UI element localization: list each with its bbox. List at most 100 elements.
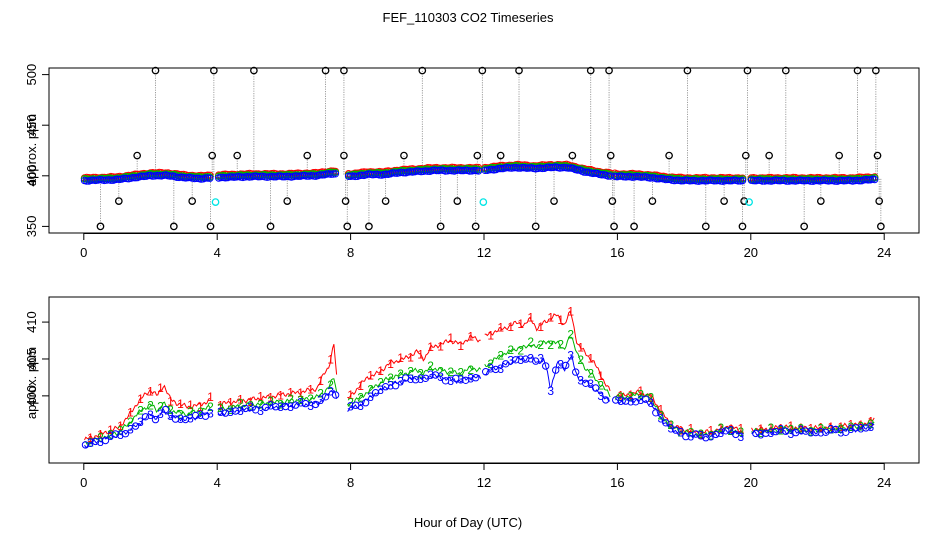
top-flag-point [550, 197, 558, 205]
bottom-series-3-label: 3 [537, 352, 544, 366]
bottom-plot-frame [48, 296, 920, 464]
bottom-series-3-point [682, 432, 690, 441]
bottom-series-3-label: 3 [797, 423, 804, 437]
bottom-series-2-label: 2 [377, 376, 384, 390]
bottom-series-1-label: 1 [167, 394, 174, 408]
bottom-series-3-label: 3 [267, 399, 274, 413]
bottom-series-3-point [732, 430, 740, 439]
bottom-series-3-label: 3 [868, 420, 875, 434]
top-xtick-label: 24 [877, 245, 891, 260]
top-ylabel: approx. ppm [24, 114, 39, 186]
bottom-series-3-point [391, 382, 400, 390]
bottom-series-3-label: 3 [327, 385, 334, 399]
bottom-series-3-point [261, 403, 270, 412]
bottom-xtick-label: 16 [610, 475, 624, 490]
bottom-series-3-point [141, 413, 150, 421]
bottom-series-3-point [752, 429, 760, 438]
top-flag-point [210, 66, 218, 75]
bottom-series-1-label: 1 [277, 388, 284, 402]
top-series-3-point [331, 170, 340, 178]
bottom-series-1-label: 1 [217, 399, 224, 413]
bottom-series-2-label: 2 [537, 338, 544, 352]
bottom-series-2-label: 2 [577, 353, 584, 367]
bottom-series-2-label: 2 [387, 371, 394, 385]
bottom-series-3-label: 3 [737, 430, 744, 444]
top-series-3-point [734, 177, 742, 185]
bottom-series-3-label: 3 [717, 426, 724, 440]
bottom-series-2-label: 2 [868, 417, 875, 431]
bottom-series-3-label: 3 [317, 393, 324, 407]
top-flag-point [872, 66, 880, 75]
bottom-xtick-label: 20 [744, 475, 758, 490]
bottom-series-3-point [842, 428, 850, 436]
bottom-series-3-point [111, 430, 120, 438]
bottom-series-2-label: 2 [297, 393, 304, 407]
bottom-series-1-label: 1 [207, 390, 214, 404]
bottom-series-1-label: 1 [487, 328, 494, 342]
top-flag-point [738, 222, 747, 231]
bottom-series-2-label: 2 [587, 367, 594, 381]
bottom-series-2-label: 2 [487, 357, 494, 371]
bottom-series-2-label: 2 [167, 403, 174, 417]
bottom-series-1-label: 1 [507, 320, 514, 334]
top-flag-point [835, 151, 844, 160]
bottom-series-1-label: 1 [597, 369, 604, 383]
bottom-series-3-label: 3 [217, 405, 224, 419]
bottom-series-3-point [191, 411, 200, 420]
bottom-series-1-label: 1 [868, 414, 875, 428]
bottom-series-3-point [772, 427, 780, 436]
bottom-series-3-point [692, 430, 700, 438]
bottom-series-1-label: 1 [157, 381, 164, 395]
bottom-series-1-label: 1 [87, 431, 94, 445]
bottom-series-3-point [411, 376, 420, 384]
top-calibration-point [211, 198, 220, 206]
bottom-series-3-label: 3 [527, 352, 534, 366]
top-flag-point [683, 66, 692, 75]
bottom-series-3-label: 3 [247, 400, 254, 414]
bottom-series-2-label: 2 [527, 335, 534, 349]
bottom-series-2-label: 2 [567, 328, 574, 342]
top-ytick-label: 450 [24, 114, 39, 136]
bottom-series-3-point [181, 415, 190, 424]
bottom-series-2-label: 2 [247, 399, 254, 413]
top-flag-point [206, 222, 215, 231]
top-flag-point [873, 151, 882, 160]
bottom-series-3-label: 3 [297, 395, 304, 409]
bottom-series-2-label: 2 [407, 365, 414, 379]
bottom-ylabel: approx. ppm [24, 347, 39, 419]
bottom-series-2-label: 2 [137, 404, 144, 418]
bottom-series-3-label: 3 [557, 358, 564, 372]
bottom-series-3-label: 3 [127, 422, 134, 436]
bottom-series-1-label: 1 [677, 424, 684, 438]
bottom-series-1-label: 1 [757, 422, 764, 436]
bottom-series-1-label: 1 [467, 329, 474, 343]
top-flag-point [568, 151, 577, 160]
bottom-series-3-point [331, 391, 340, 399]
bottom-series-1-label: 1 [587, 352, 594, 366]
bottom-series-3-label: 3 [847, 422, 854, 436]
bottom-series-3-point [472, 374, 480, 382]
bottom-series-3-label: 3 [397, 375, 404, 389]
bottom-series-3-label: 3 [677, 426, 684, 440]
bottom-ytick-label: 405 [24, 348, 39, 370]
top-flag-point [586, 66, 595, 75]
bottom-series-3-label: 3 [87, 436, 94, 450]
bottom-series-3-point [251, 406, 260, 414]
bottom-series-1-label: 1 [107, 423, 114, 437]
top-guides [100, 70, 882, 227]
top-xtick-label: 0 [80, 245, 87, 260]
bottom-series-1-label: 1 [497, 320, 504, 334]
bottom-series-1-label: 1 [377, 364, 384, 378]
top-flag-point [741, 151, 750, 160]
bottom-series-3-point [241, 404, 250, 413]
bottom-series-2-label: 2 [627, 390, 634, 404]
bottom-series-2-label: 2 [357, 391, 364, 405]
top-calibration-point [479, 198, 488, 206]
chart-title: FEF_110303 CO2 Timeseries [383, 10, 554, 25]
bottom-series-3-point [291, 401, 300, 409]
top-flag-point [875, 197, 884, 205]
bottom-series-2-label: 2 [787, 423, 794, 437]
bottom-series-1-label: 1 [317, 374, 324, 388]
bottom-series-3-label: 3 [187, 412, 194, 426]
top-flag-point [630, 222, 638, 231]
